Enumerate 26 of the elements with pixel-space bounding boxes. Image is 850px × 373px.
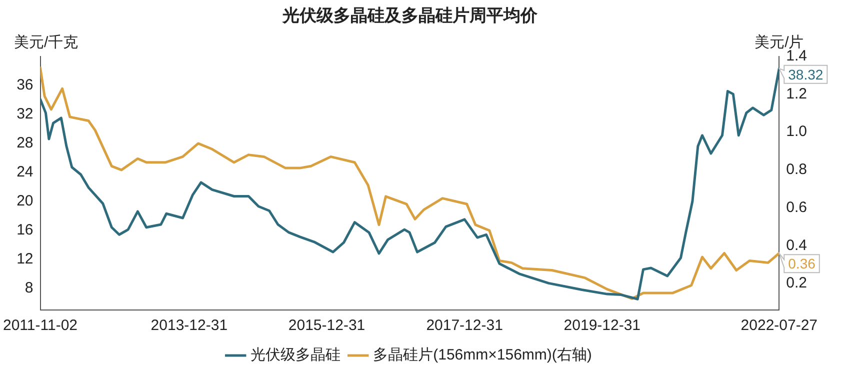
y2-tick-label: 0.6 [786,198,808,216]
y-tick-label: 36 [16,76,34,94]
legend-label: 光伏级多晶硅 [250,346,341,364]
legend-label: 多晶硅片(156mm×156mm)(右轴) [373,346,592,364]
y-tick-label: 16 [16,221,34,238]
x-tick-label: 2017-12-31 [426,317,503,334]
y-tick-label: 12 [16,250,34,268]
y-tick-label: 32 [16,106,34,123]
x-tick-label: 2022-07-27 [740,317,818,334]
x-tick-label: 2013-12-31 [150,317,228,334]
y2-tick-label: 0.8 [786,161,808,178]
chart-title: 光伏级多晶硅及多晶硅片周平均价 [282,6,538,25]
y-tick-label: 24 [16,163,34,180]
x-tick-label: 2015-12-31 [288,317,366,334]
y2-tick-label: 1.0 [786,123,808,140]
x-tick-label: 2011-11-02 [2,317,78,334]
data-label: 38.32 [788,66,824,82]
y2-tick-label: 0.4 [786,236,808,254]
x-tick-label: 2019-12-31 [564,317,641,334]
y-tick-label: 20 [16,192,34,210]
y-tick-label: 8 [24,279,34,296]
data-label: 0.36 [788,256,816,272]
y-tick-label: 28 [16,134,34,152]
y2-tick-label: 0.2 [786,274,808,292]
y2-tick-label: 1.2 [786,85,808,102]
y-axis-title: 美元/千克 [14,34,78,52]
